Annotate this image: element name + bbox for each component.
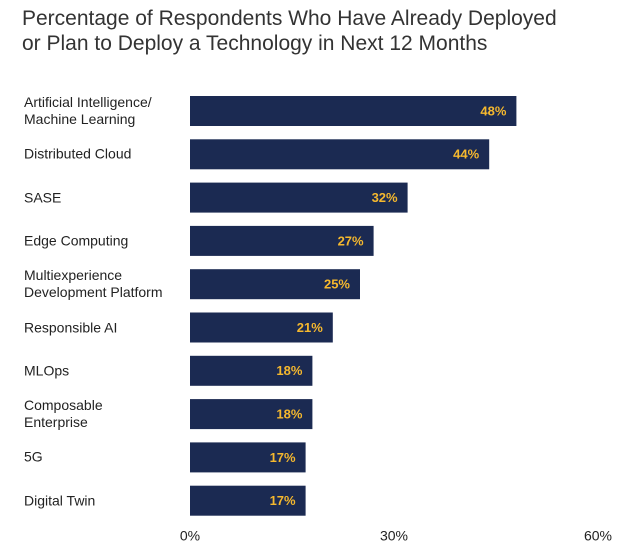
bar — [190, 399, 313, 430]
bar — [190, 269, 360, 300]
category-label: Multiexperience Development Platform — [24, 267, 163, 301]
value-label: 21% — [297, 320, 323, 335]
bar — [190, 182, 408, 213]
bar — [190, 485, 306, 516]
category-label: 5G — [24, 448, 43, 465]
category-label: Edge Computing — [24, 232, 129, 249]
value-label: 32% — [372, 190, 398, 205]
value-label: 48% — [480, 103, 506, 118]
category-label: Composable Enterprise — [24, 397, 103, 431]
chart-title: Percentage of Respondents Who Have Alrea… — [22, 7, 557, 55]
category-label: SASE — [24, 189, 62, 206]
bar — [190, 225, 374, 256]
bar — [190, 96, 517, 126]
bar — [190, 312, 333, 343]
category-label: Responsible AI — [24, 319, 118, 335]
value-label: 27% — [338, 233, 364, 248]
bar — [190, 442, 306, 473]
value-label: 18% — [276, 363, 302, 378]
bar — [190, 355, 313, 386]
category-label: Digital Twin — [24, 492, 96, 509]
category-label: Distributed Cloud — [24, 145, 132, 162]
category-label: MLOps — [24, 362, 70, 379]
bar — [190, 139, 490, 170]
value-label: 18% — [276, 407, 302, 422]
x-tick-label: 0% — [180, 528, 200, 544]
value-label: 25% — [324, 277, 350, 292]
x-tick-label: 30% — [380, 528, 408, 544]
value-label: 44% — [453, 147, 479, 162]
value-label: 17% — [270, 493, 296, 508]
category-label: Artificial Intelligence/ Machine Learnin… — [24, 94, 152, 127]
value-label: 17% — [270, 450, 296, 465]
x-tick-label: 60% — [584, 528, 612, 544]
